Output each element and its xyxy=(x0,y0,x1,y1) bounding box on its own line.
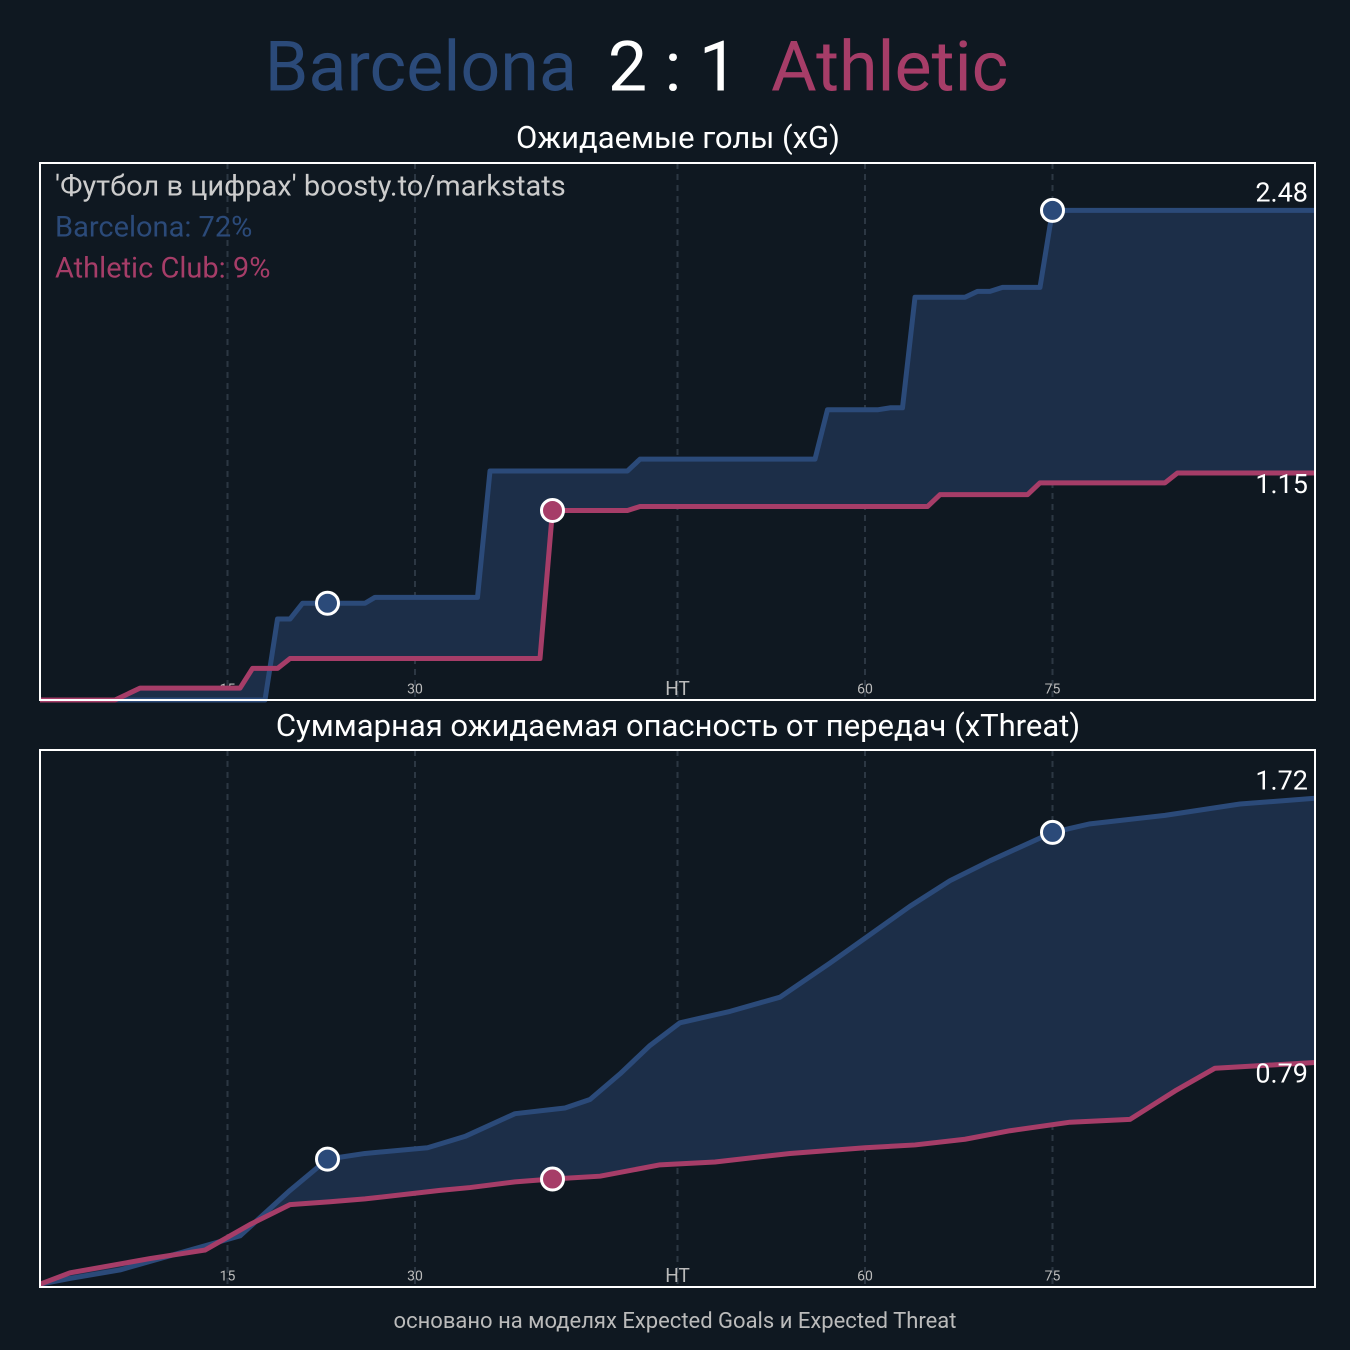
goal-marker xyxy=(1040,197,1065,223)
goal-marker xyxy=(540,497,565,523)
panel-title: Ожидаемые голы (xG) xyxy=(516,119,840,156)
end-value-label: 1.15 xyxy=(1255,468,1308,500)
score: 2 : 1 xyxy=(608,26,738,108)
goal-marker xyxy=(1040,819,1065,845)
goal-marker xyxy=(540,1166,565,1192)
plot-border xyxy=(39,162,1316,701)
x-tick-label: 15 xyxy=(220,1269,236,1285)
annotation: Barcelona: 72% xyxy=(55,211,252,245)
home-team: Barcelona xyxy=(265,26,577,108)
series-line xyxy=(39,1060,1316,1287)
gap-fill xyxy=(40,798,1315,1285)
x-tick-label: 60 xyxy=(857,1269,873,1285)
plot-border xyxy=(39,749,1316,1288)
gap-fill xyxy=(40,210,1315,700)
x-tick-label: 60 xyxy=(857,682,873,698)
annotation: Athletic Club: 9% xyxy=(55,252,270,286)
end-value-label: 0.79 xyxy=(1255,1058,1308,1090)
x-tick-label: HT xyxy=(665,1264,690,1287)
x-tick-label: 75 xyxy=(1045,682,1061,698)
away-team: Athletic xyxy=(771,26,1008,108)
panel-title: Суммарная ожидаемая опасность от передач… xyxy=(276,707,1080,744)
footer: основано на моделях Expected Goals и Exp… xyxy=(394,1309,957,1334)
series-line xyxy=(39,795,1316,1287)
goal-marker xyxy=(315,1146,340,1172)
x-tick-label: HT xyxy=(665,677,690,700)
x-tick-label: 75 xyxy=(1045,1269,1061,1285)
goal-marker xyxy=(315,590,340,616)
end-value-label: 2.48 xyxy=(1255,177,1308,209)
x-tick-label: 30 xyxy=(407,682,423,698)
series-line xyxy=(40,207,1315,703)
x-tick-label: 30 xyxy=(407,1269,423,1285)
annotation: 'Футбол в цифрах' boosty.to/markstats xyxy=(55,170,566,204)
series-line xyxy=(40,470,1315,703)
end-value-label: 1.72 xyxy=(1255,764,1308,796)
